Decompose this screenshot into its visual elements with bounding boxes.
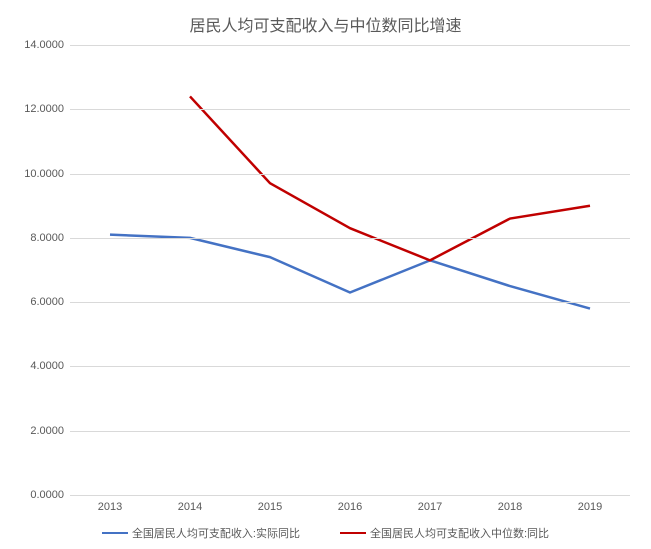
xtick-label: 2015 bbox=[258, 501, 282, 513]
xtick-label: 2014 bbox=[178, 501, 202, 513]
legend-swatch bbox=[340, 532, 366, 534]
gridline bbox=[70, 302, 630, 303]
gridline bbox=[70, 109, 630, 110]
xtick-label: 2013 bbox=[98, 501, 122, 513]
ytick-label: 14.0000 bbox=[24, 39, 64, 51]
plot-area: 0.00002.00004.00006.00008.000010.000012.… bbox=[70, 45, 630, 495]
series-line bbox=[190, 96, 590, 260]
chart-title: 居民人均可支配收入与中位数同比增速 bbox=[0, 12, 651, 36]
ytick-label: 6.0000 bbox=[30, 296, 64, 308]
legend-item: 全国居民人均可支配收入:实际同比 bbox=[102, 525, 300, 541]
chart-container: 居民人均可支配收入与中位数同比增速 0.00002.00004.00006.00… bbox=[0, 0, 651, 549]
legend: 全国居民人均可支配收入:实际同比 全国居民人均可支配收入中位数:同比 bbox=[0, 525, 651, 541]
ytick-label: 10.0000 bbox=[24, 168, 64, 180]
series-line bbox=[110, 235, 590, 309]
ytick-label: 0.0000 bbox=[30, 489, 64, 501]
legend-swatch bbox=[102, 532, 128, 534]
legend-item: 全国居民人均可支配收入中位数:同比 bbox=[340, 525, 549, 541]
gridline bbox=[70, 366, 630, 367]
ytick-label: 8.0000 bbox=[30, 232, 64, 244]
chart-lines bbox=[70, 45, 630, 495]
gridline bbox=[70, 45, 630, 46]
legend-label: 全国居民人均可支配收入中位数:同比 bbox=[370, 525, 549, 541]
xtick-label: 2017 bbox=[418, 501, 442, 513]
gridline bbox=[70, 495, 630, 496]
xtick-label: 2019 bbox=[578, 501, 602, 513]
legend-label: 全国居民人均可支配收入:实际同比 bbox=[132, 525, 300, 541]
ytick-label: 4.0000 bbox=[30, 360, 64, 372]
gridline bbox=[70, 174, 630, 175]
ytick-label: 2.0000 bbox=[30, 425, 64, 437]
ytick-label: 12.0000 bbox=[24, 103, 64, 115]
xtick-label: 2016 bbox=[338, 501, 362, 513]
xtick-label: 2018 bbox=[498, 501, 522, 513]
gridline bbox=[70, 431, 630, 432]
gridline bbox=[70, 238, 630, 239]
